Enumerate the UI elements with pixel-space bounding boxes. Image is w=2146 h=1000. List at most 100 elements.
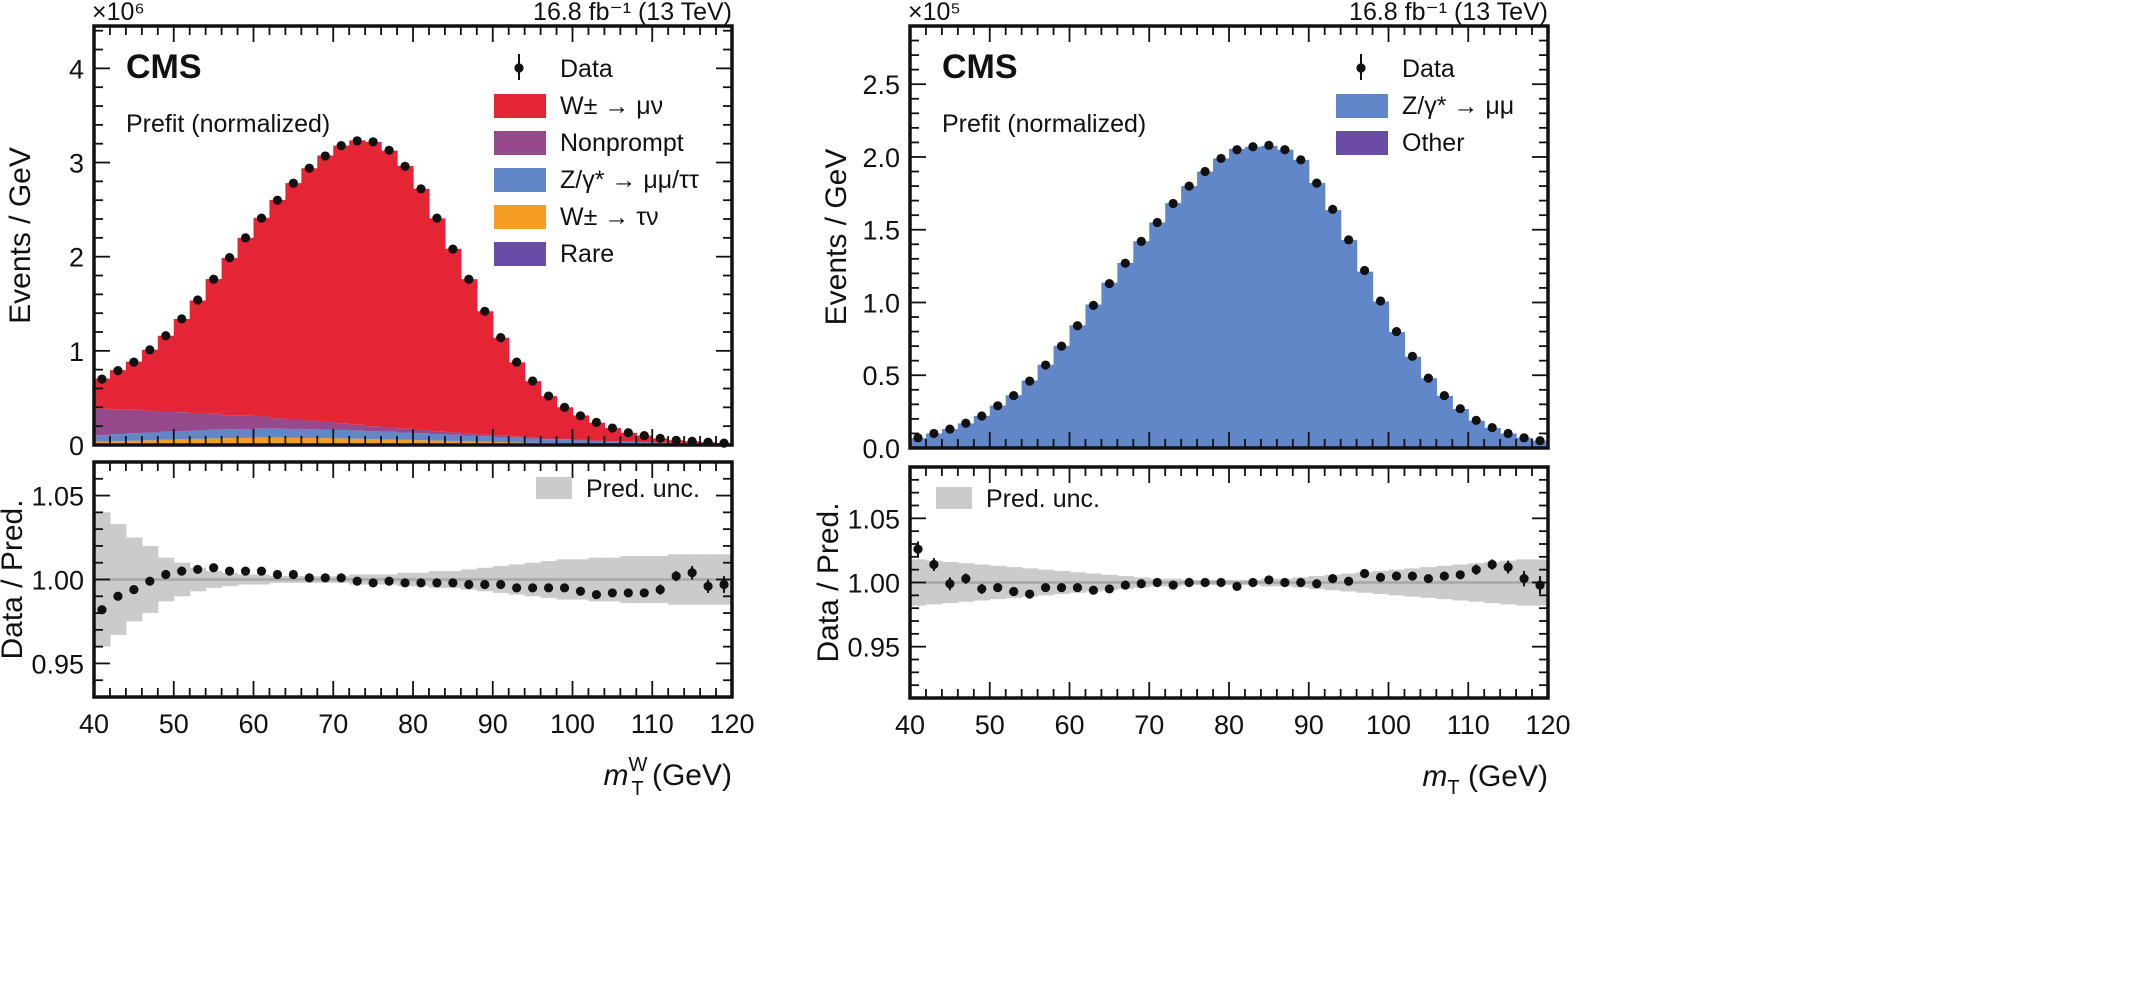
- ratio-point: [528, 583, 538, 593]
- histogram-bar: [237, 415, 255, 429]
- histogram-bar: [444, 248, 462, 433]
- histogram-bar: [1085, 304, 1102, 448]
- data-point: [1423, 373, 1433, 383]
- ratio-point: [1439, 571, 1449, 581]
- histogram-bar: [285, 428, 302, 438]
- ratio-point: [929, 559, 939, 570]
- histogram-bar: [444, 432, 462, 435]
- histogram-bar: [397, 432, 414, 440]
- data-point: [993, 401, 1003, 411]
- ratio-point: [1152, 577, 1162, 588]
- histogram-bar: [237, 428, 255, 438]
- histogram-bar: [524, 438, 542, 443]
- cms-label: CMS: [942, 48, 1018, 86]
- histogram-bar: [413, 188, 430, 430]
- ratio-point: [384, 576, 394, 586]
- ratio-point: [543, 583, 554, 593]
- y-axis-label: Events / GeV: [4, 147, 37, 324]
- data-point: [320, 151, 330, 161]
- histogram-bar: [125, 440, 143, 445]
- x-tick-label: 70: [318, 709, 348, 739]
- ratio-point: [224, 566, 235, 576]
- data-point: [1503, 428, 1513, 439]
- ratio-point: [591, 590, 602, 600]
- ratio-point: [352, 576, 362, 586]
- legend-swatch: [494, 94, 546, 118]
- histogram-bar: [253, 428, 271, 438]
- data-point: [1056, 341, 1067, 351]
- x-tick-label: 80: [398, 709, 428, 739]
- histogram-bar: [1213, 158, 1230, 448]
- x-tick-label: 70: [1134, 710, 1164, 740]
- legend-swatch: [494, 131, 546, 155]
- y-tick-label: 4: [69, 54, 84, 84]
- histogram-bar: [989, 405, 1007, 448]
- ratio-point: [1391, 571, 1402, 581]
- histogram-bar: [572, 440, 590, 444]
- histogram-bar: [317, 438, 334, 445]
- x-axis-label: mW T (GeV): [604, 754, 732, 800]
- data-point: [1072, 321, 1083, 331]
- data-point: [272, 195, 283, 205]
- histogram-bar: [1037, 364, 1055, 448]
- ratio-point: [1455, 570, 1465, 580]
- ratio-point: [288, 569, 298, 580]
- histogram-bar: [109, 370, 127, 410]
- data-point: [1439, 391, 1449, 401]
- histogram-bar: [1484, 427, 1501, 448]
- ratio-point: [1232, 581, 1242, 591]
- ratio-point: [1359, 568, 1370, 579]
- data-point: [1391, 326, 1402, 337]
- ratio-point: [272, 569, 283, 580]
- data-point: [400, 161, 410, 171]
- histogram-bar: [1244, 146, 1262, 448]
- histogram-bar: [588, 422, 605, 441]
- data-point: [575, 411, 586, 421]
- ratio-point: [1375, 572, 1386, 582]
- histogram-bar: [157, 439, 175, 445]
- histogram-bar: [333, 145, 350, 424]
- histogram-bar: [381, 439, 398, 445]
- histogram-bar: [253, 217, 271, 417]
- ratio-point: [193, 564, 203, 575]
- data-point: [240, 233, 251, 243]
- histogram-bar: [285, 437, 302, 445]
- histogram-bar: [301, 420, 318, 430]
- ratio-point: [1104, 584, 1114, 594]
- histogram-bar: [428, 218, 446, 432]
- histogram-bar: [365, 142, 382, 427]
- y-axis-label: Events / GeV: [820, 149, 853, 326]
- histogram-bar: [1452, 409, 1469, 448]
- cms-label: CMS: [126, 48, 202, 86]
- histogram-bar: [109, 441, 127, 445]
- data-point: [224, 253, 235, 263]
- legend: Data W± → μν Nonprompt Z/γ* → μμ/ττ W± → τν R…: [494, 54, 700, 503]
- x-tick-label: 40: [79, 709, 109, 739]
- ratio-point: [1471, 565, 1481, 575]
- data-point: [623, 428, 633, 438]
- histogram-bar: [301, 437, 318, 445]
- histogram-bar: [397, 428, 414, 433]
- legend-data-marker: [1356, 63, 1366, 73]
- data-point: [1025, 376, 1035, 386]
- ratio-point: [1040, 583, 1051, 593]
- histogram-bar: [572, 415, 590, 440]
- histogram-bar: [125, 409, 143, 434]
- histogram-bar: [157, 335, 175, 413]
- ratio-point: [1136, 579, 1146, 589]
- histogram-bar: [556, 407, 574, 440]
- data-point: [464, 274, 474, 284]
- data-point: [512, 357, 522, 367]
- histogram-bar: [460, 441, 478, 445]
- x-label-sub: T: [1447, 777, 1459, 799]
- ratio-y-tick-label: 1.05: [847, 504, 900, 534]
- data-point: [1168, 198, 1178, 209]
- ratio-point: [607, 588, 617, 598]
- ratio-point: [993, 583, 1003, 593]
- data-point: [559, 402, 570, 412]
- legend-label: Data: [560, 55, 613, 83]
- histogram-bar: [397, 166, 414, 429]
- histogram-bar: [413, 433, 430, 441]
- x-tick-label: 90: [478, 709, 508, 739]
